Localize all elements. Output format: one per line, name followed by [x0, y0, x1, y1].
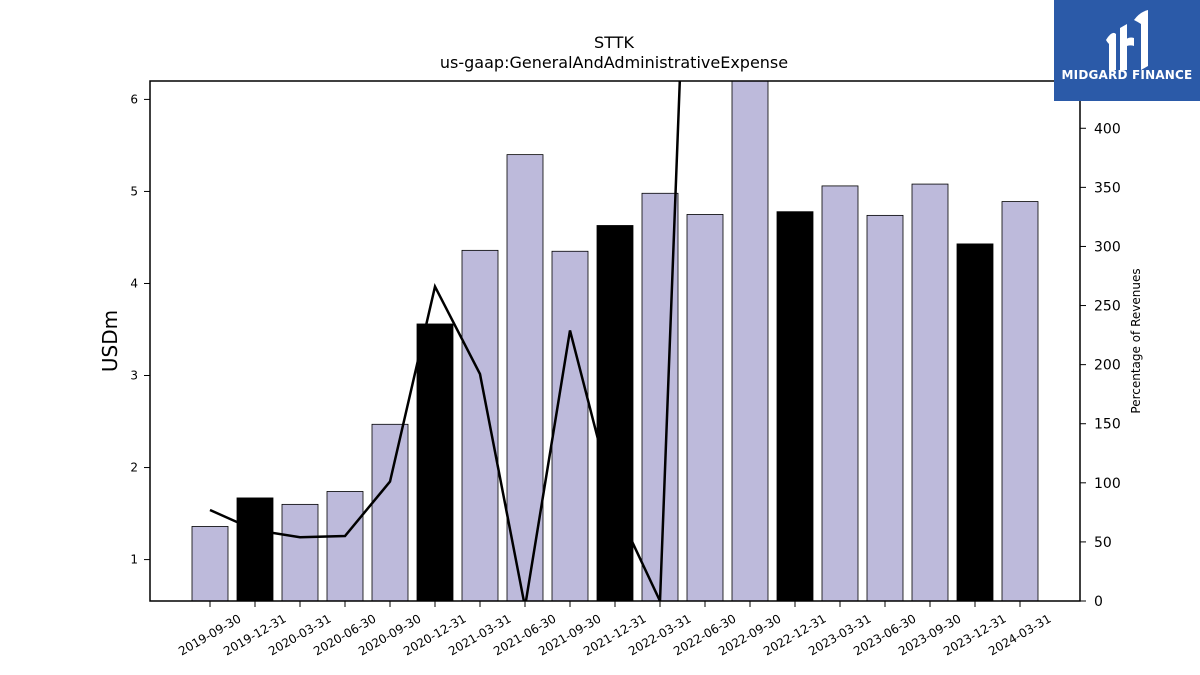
chart-title: STTK [594, 33, 634, 52]
bar-2023-12-31 [956, 243, 994, 602]
y2-tick-label: 0 [1094, 594, 1103, 610]
y2-tick-label: 100 [1094, 476, 1121, 492]
chart-subtitle: us-gaap:GeneralAndAdministrativeExpense [440, 53, 788, 72]
bar-2020-03-31 [281, 503, 319, 602]
bars-layer [191, 80, 1039, 602]
y-axis-right: 0 50 100 150 200 250 300 350 400 [1080, 121, 1121, 610]
y-axis-left: 1 2 3 4 5 6 [130, 92, 150, 567]
bar-2020-09-30 [371, 423, 409, 602]
line-layer [209, 81, 682, 601]
y2-tick-label: 400 [1094, 121, 1121, 137]
logo-text: MIDGARD FINANCE [1061, 68, 1193, 82]
y-axis-label: USDm [98, 310, 122, 372]
y2-tick-label: 300 [1094, 239, 1121, 255]
y-tick-label: 6 [130, 92, 138, 106]
bar-2022-06-30 [686, 214, 724, 602]
y2-axis-label: Percentage of Revenues [1129, 268, 1143, 413]
bar-2020-06-30 [326, 491, 364, 602]
bar-2020-12-31 [416, 323, 454, 602]
bar-2022-12-31 [776, 211, 814, 602]
y-tick-label: 2 [130, 461, 138, 475]
y2-tick-label: 50 [1094, 535, 1112, 551]
bar-2021-12-31 [596, 225, 634, 602]
midgard-logo-icon [1106, 10, 1148, 70]
revenue-percentage-line [209, 81, 682, 601]
bar-2021-09-30 [551, 250, 589, 602]
y2-tick-label: 150 [1094, 417, 1121, 433]
y-tick-label: 5 [130, 184, 138, 198]
bar-2019-12-31 [236, 497, 274, 602]
y2-tick-label: 350 [1094, 180, 1121, 196]
bar-2019-09-30 [191, 526, 229, 602]
y2-tick-label: 200 [1094, 358, 1121, 374]
bar-2024-03-31 [1001, 201, 1039, 602]
x-axis: 2019-09-302019-12-312020-03-312020-06-30… [176, 601, 1054, 658]
brand-logo: MIDGARD FINANCE [1054, 0, 1200, 101]
y-tick-label: 1 [130, 553, 138, 567]
y2-tick-label: 250 [1094, 299, 1121, 315]
bar-2023-09-30 [911, 183, 949, 602]
y-tick-label: 4 [130, 276, 138, 290]
bar-2021-03-31 [461, 249, 499, 602]
bar-2023-03-31 [821, 185, 859, 602]
bar-2022-09-30 [731, 80, 769, 602]
y-tick-label: 3 [130, 369, 138, 383]
bar-2023-06-30 [866, 214, 904, 602]
